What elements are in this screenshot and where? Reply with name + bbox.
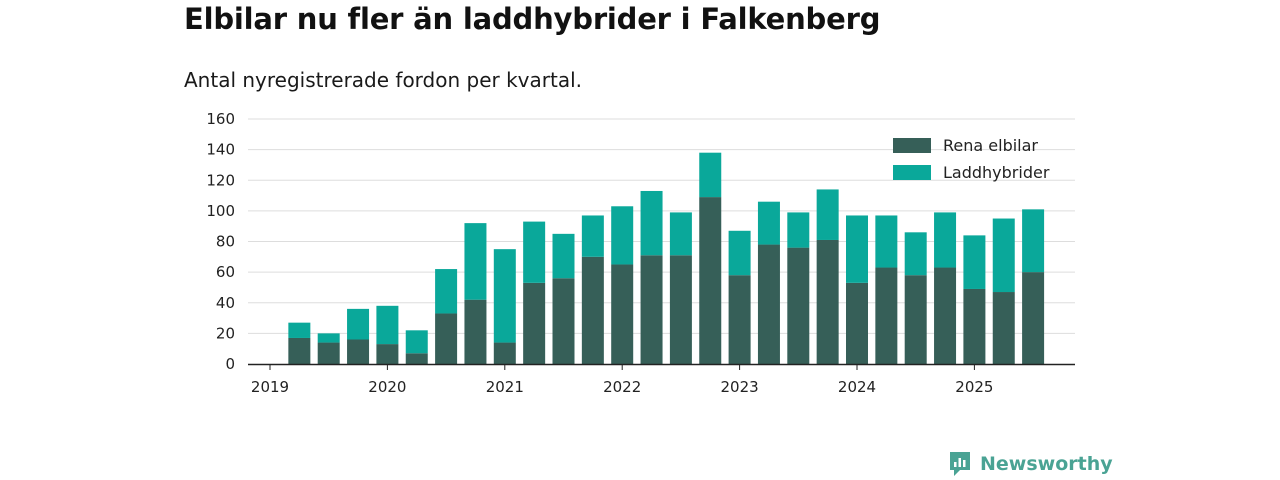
y-tick-label: 80: [216, 233, 235, 251]
bar-laddhybrider: [757, 201, 780, 245]
bar-laddhybrider: [523, 221, 546, 283]
bar-rena-elbilar: [875, 267, 898, 364]
newsworthy-logo-icon: [950, 452, 970, 476]
bar-laddhybrider: [581, 215, 604, 257]
bar-laddhybrider: [963, 235, 986, 289]
bar-rena-elbilar: [523, 282, 546, 364]
bar-laddhybrider: [640, 190, 663, 256]
bar-laddhybrider: [552, 233, 575, 279]
x-tick-label: 2019: [251, 378, 289, 396]
bar-rena-elbilar: [493, 342, 516, 364]
bar-laddhybrider: [934, 212, 957, 268]
x-tick-label: 2025: [955, 378, 993, 396]
bar-laddhybrider: [875, 215, 898, 268]
x-axis-ticks: 2019 2020 2021 2022 2023 2024 2025: [251, 364, 993, 396]
bar-laddhybrider: [347, 308, 370, 340]
x-tick-label: 2020: [368, 378, 406, 396]
newsworthy-logo-text: Newsworthy: [980, 453, 1113, 475]
y-tick-label: 160: [206, 110, 235, 128]
bar-rena-elbilar: [963, 288, 986, 364]
bar-rena-elbilar: [846, 282, 868, 364]
x-tick-label: 2021: [486, 378, 524, 396]
y-tick-label: 140: [206, 141, 235, 159]
bar-rena-elbilar: [787, 247, 810, 364]
y-axis-ticks: 0 20 40 60 80 100 120 140 160: [206, 110, 235, 373]
bar-rena-elbilar: [640, 255, 663, 364]
chart-title: Elbilar nu fler än laddhybrider i Falken…: [184, 2, 881, 36]
legend-label-laddhybrider: Laddhybrider: [943, 163, 1050, 182]
y-tick-label: 40: [216, 294, 235, 312]
bar-laddhybrider: [288, 322, 311, 338]
legend-swatch-rena-elbilar: [893, 138, 931, 153]
bar-rena-elbilar: [757, 244, 780, 364]
bar-rena-elbilar: [464, 299, 487, 364]
y-tick-label: 0: [225, 355, 235, 373]
y-tick-label: 60: [216, 263, 235, 281]
legend-swatch-laddhybrider: [893, 165, 931, 180]
y-tick-label: 100: [206, 202, 235, 220]
bar-laddhybrider: [699, 152, 722, 198]
bar-laddhybrider: [992, 218, 1015, 293]
bars: [288, 152, 1045, 364]
bar-laddhybrider: [376, 305, 399, 345]
legend-label-rena-elbilar: Rena elbilar: [943, 136, 1038, 155]
bar-laddhybrider: [846, 215, 868, 283]
bar-laddhybrider: [787, 212, 810, 248]
bar-rena-elbilar: [611, 264, 634, 364]
x-tick-label: 2022: [603, 378, 641, 396]
chart-subtitle: Antal nyregistrerade fordon per kvartal.: [184, 68, 583, 92]
x-tick-label: 2024: [838, 378, 876, 396]
bar-rena-elbilar: [816, 239, 839, 364]
bar-rena-elbilar: [1022, 272, 1045, 364]
newsworthy-logo: Newsworthy: [948, 450, 1113, 478]
bar-rena-elbilar: [728, 275, 751, 364]
bar-laddhybrider: [493, 249, 516, 343]
bar-laddhybrider: [669, 212, 692, 256]
bar-rena-elbilar: [992, 292, 1015, 364]
y-tick-label: 20: [216, 324, 235, 342]
bar-rena-elbilar: [581, 256, 604, 364]
bar-laddhybrider: [317, 333, 340, 343]
bar-rena-elbilar: [904, 275, 927, 364]
bar-rena-elbilar: [376, 344, 399, 364]
bar-laddhybrider: [904, 232, 927, 276]
bar-rena-elbilar: [405, 353, 428, 364]
bar-laddhybrider: [816, 189, 839, 240]
bar-laddhybrider: [1022, 209, 1045, 273]
bar-rena-elbilar: [669, 255, 692, 364]
bar-rena-elbilar: [435, 313, 458, 364]
bar-laddhybrider: [728, 230, 751, 276]
bar-rena-elbilar: [347, 339, 370, 364]
legend: Rena elbilar Laddhybrider: [893, 136, 1050, 182]
bar-laddhybrider: [435, 269, 458, 314]
y-tick-label: 120: [206, 171, 235, 189]
x-tick-label: 2023: [721, 378, 759, 396]
bar-rena-elbilar: [934, 267, 957, 364]
bar-laddhybrider: [405, 330, 428, 354]
bar-rena-elbilar: [699, 197, 722, 364]
bar-laddhybrider: [611, 206, 634, 265]
bar-rena-elbilar: [288, 337, 311, 364]
bar-rena-elbilar: [552, 278, 575, 364]
bar-rena-elbilar: [317, 342, 340, 364]
bar-laddhybrider: [464, 223, 487, 300]
